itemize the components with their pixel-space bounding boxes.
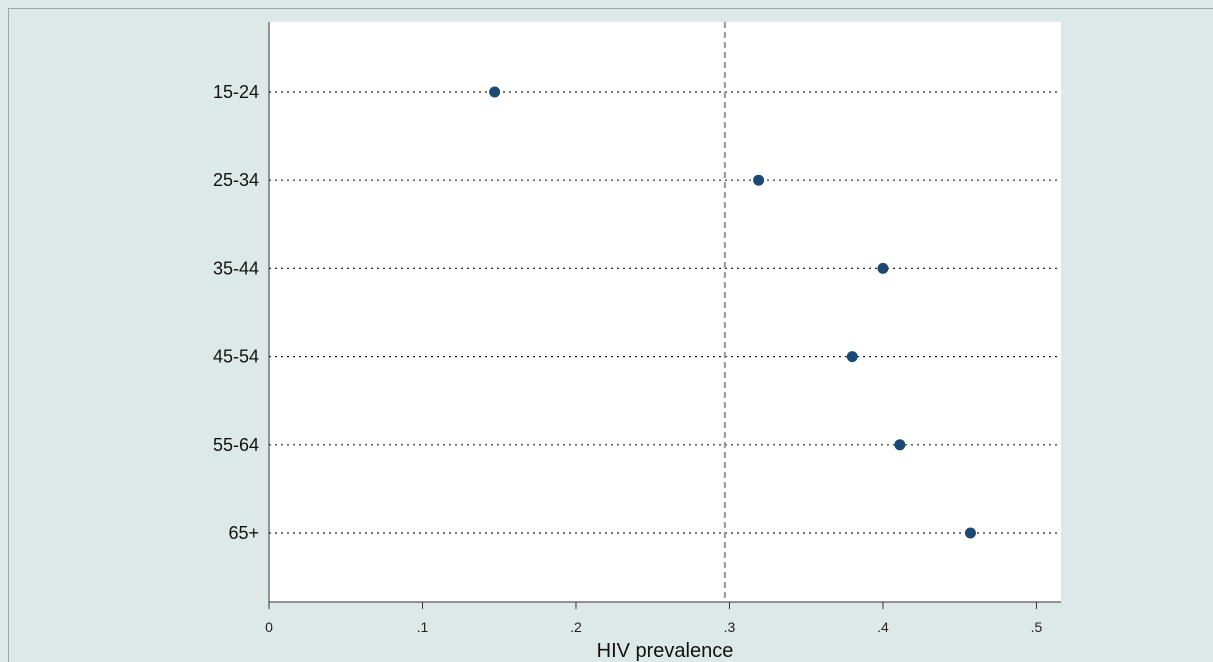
x-ticks: 0 .1 .2 .3 .4 .5 — [265, 602, 1042, 635]
data-point — [753, 174, 765, 186]
category-label: 55-64 — [213, 435, 259, 455]
category-label: 65+ — [228, 523, 259, 543]
x-tick-label: .3 — [724, 619, 736, 635]
x-tick-label: .1 — [417, 619, 429, 635]
x-axis-title: HIV prevalence — [597, 640, 734, 662]
x-tick-label: .5 — [1031, 619, 1043, 635]
category-label: 25-34 — [213, 170, 259, 190]
data-point — [846, 351, 858, 363]
chart-frame — [8, 8, 1213, 662]
category-label: 35-44 — [213, 258, 259, 278]
data-point — [489, 86, 501, 98]
x-tick-label: 0 — [265, 619, 273, 635]
category-label: 15-24 — [213, 82, 259, 102]
data-point — [894, 439, 906, 451]
data-points — [489, 86, 976, 539]
x-tick-label: .4 — [877, 619, 889, 635]
plot-area — [269, 22, 1061, 602]
data-point — [964, 527, 976, 539]
grid-lines — [269, 91, 1061, 534]
category-labels: 15-24 25-34 35-44 45-54 55-64 65+ — [213, 82, 259, 543]
category-label: 45-54 — [213, 347, 259, 367]
x-tick-label: .2 — [570, 619, 582, 635]
data-point — [877, 262, 889, 274]
